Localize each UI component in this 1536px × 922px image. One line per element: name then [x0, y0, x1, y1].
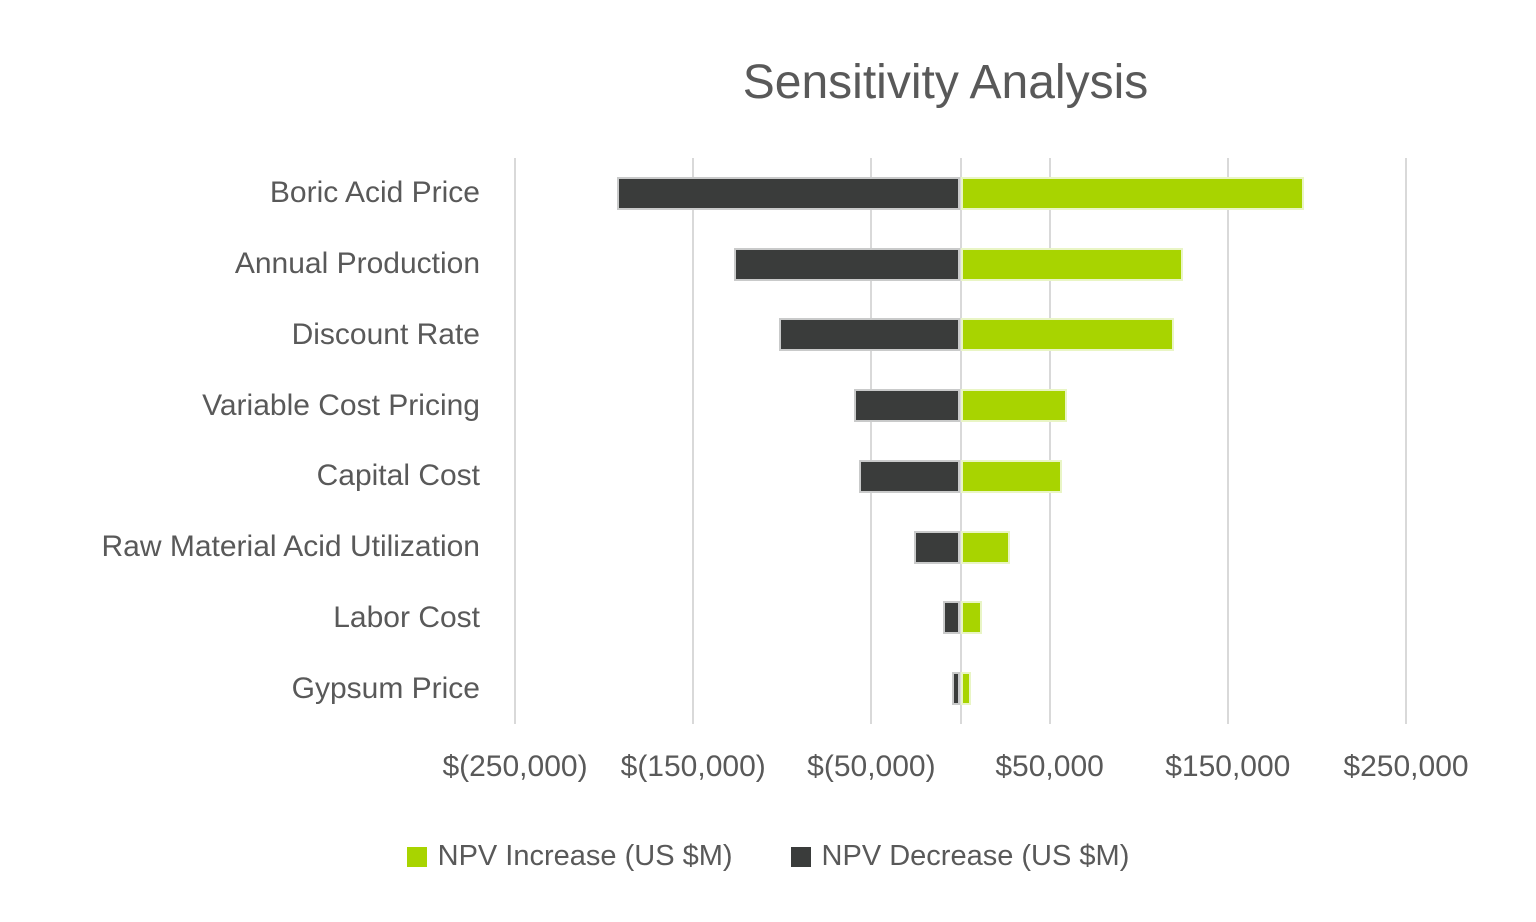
- bar-npv-increase: [960, 176, 1305, 210]
- gridline: [870, 158, 873, 724]
- legend-item: NPV Increase (US $M): [406, 840, 733, 873]
- bar-npv-increase: [960, 247, 1184, 281]
- category-axis: Boric Acid Price Annual Production Discoun…: [0, 158, 494, 724]
- bar-npv-decrease: [616, 176, 961, 210]
- category-label: Variable Cost Pricing: [202, 388, 480, 422]
- bar-npv-decrease: [942, 601, 961, 635]
- category-label: Labor Cost: [333, 600, 480, 634]
- gridline: [1048, 158, 1051, 724]
- bar-npv-decrease: [734, 247, 961, 281]
- gridline: [1226, 158, 1229, 724]
- bar-npv-increase: [960, 318, 1175, 352]
- category-label: Boric Acid Price: [269, 176, 480, 210]
- bar-npv-decrease: [951, 672, 961, 706]
- legend: NPV Increase (US $M) NPV Decrease (US $M): [0, 840, 1536, 873]
- chart-title: Sensitivity Analysis: [742, 56, 1149, 109]
- bar-npv-increase: [960, 459, 1063, 493]
- legend-swatch: [790, 846, 811, 867]
- gridline: [514, 158, 516, 724]
- category-label: Capital Cost: [316, 459, 480, 493]
- x-tick-label: $250,000: [1343, 750, 1469, 783]
- x-tick-label: $150,000: [1165, 750, 1291, 783]
- x-tick-label: $(50,000): [807, 750, 936, 783]
- category-label: Annual Production: [234, 247, 480, 281]
- bar-npv-increase: [960, 530, 1011, 564]
- bar-npv-decrease: [914, 530, 961, 564]
- gridline: [1405, 158, 1407, 724]
- bar-npv-increase: [960, 672, 972, 706]
- plot-area: [514, 158, 1407, 724]
- legend-swatch: [406, 846, 427, 867]
- x-tick-label: $(250,000): [442, 750, 588, 783]
- legend-item: NPV Decrease (US $M): [790, 840, 1130, 873]
- bar-npv-increase: [960, 601, 982, 635]
- bar-npv-decrease: [858, 459, 961, 493]
- bar-npv-decrease: [853, 389, 961, 423]
- bar-npv-decrease: [778, 318, 961, 352]
- bar-npv-increase: [960, 389, 1068, 423]
- legend-label: NPV Decrease (US $M): [821, 840, 1130, 872]
- category-label: Raw Material Acid Utilization: [101, 530, 480, 564]
- gridline: [692, 158, 695, 724]
- category-label: Discount Rate: [291, 317, 480, 351]
- legend-label: NPV Increase (US $M): [437, 840, 733, 872]
- category-label: Gypsum Price: [291, 671, 480, 705]
- x-tick-label: $(150,000): [620, 750, 766, 783]
- value-axis: $(250,000) $(150,000) $(50,000) $50,000 $150…: [442, 750, 1468, 792]
- zero-axis-line: [959, 158, 962, 724]
- x-tick-label: $50,000: [995, 750, 1104, 783]
